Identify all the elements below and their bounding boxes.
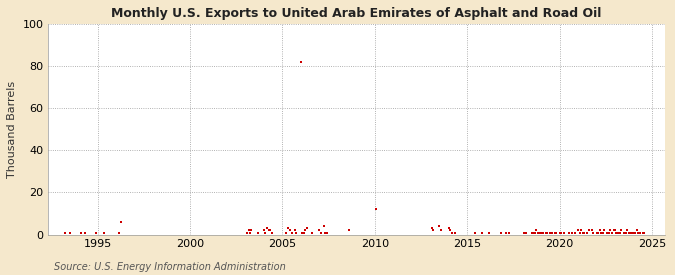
Y-axis label: Thousand Barrels: Thousand Barrels <box>7 81 17 178</box>
Title: Monthly U.S. Exports to United Arab Emirates of Asphalt and Road Oil: Monthly U.S. Exports to United Arab Emir… <box>111 7 601 20</box>
Text: Source: U.S. Energy Information Administration: Source: U.S. Energy Information Administ… <box>54 262 286 272</box>
